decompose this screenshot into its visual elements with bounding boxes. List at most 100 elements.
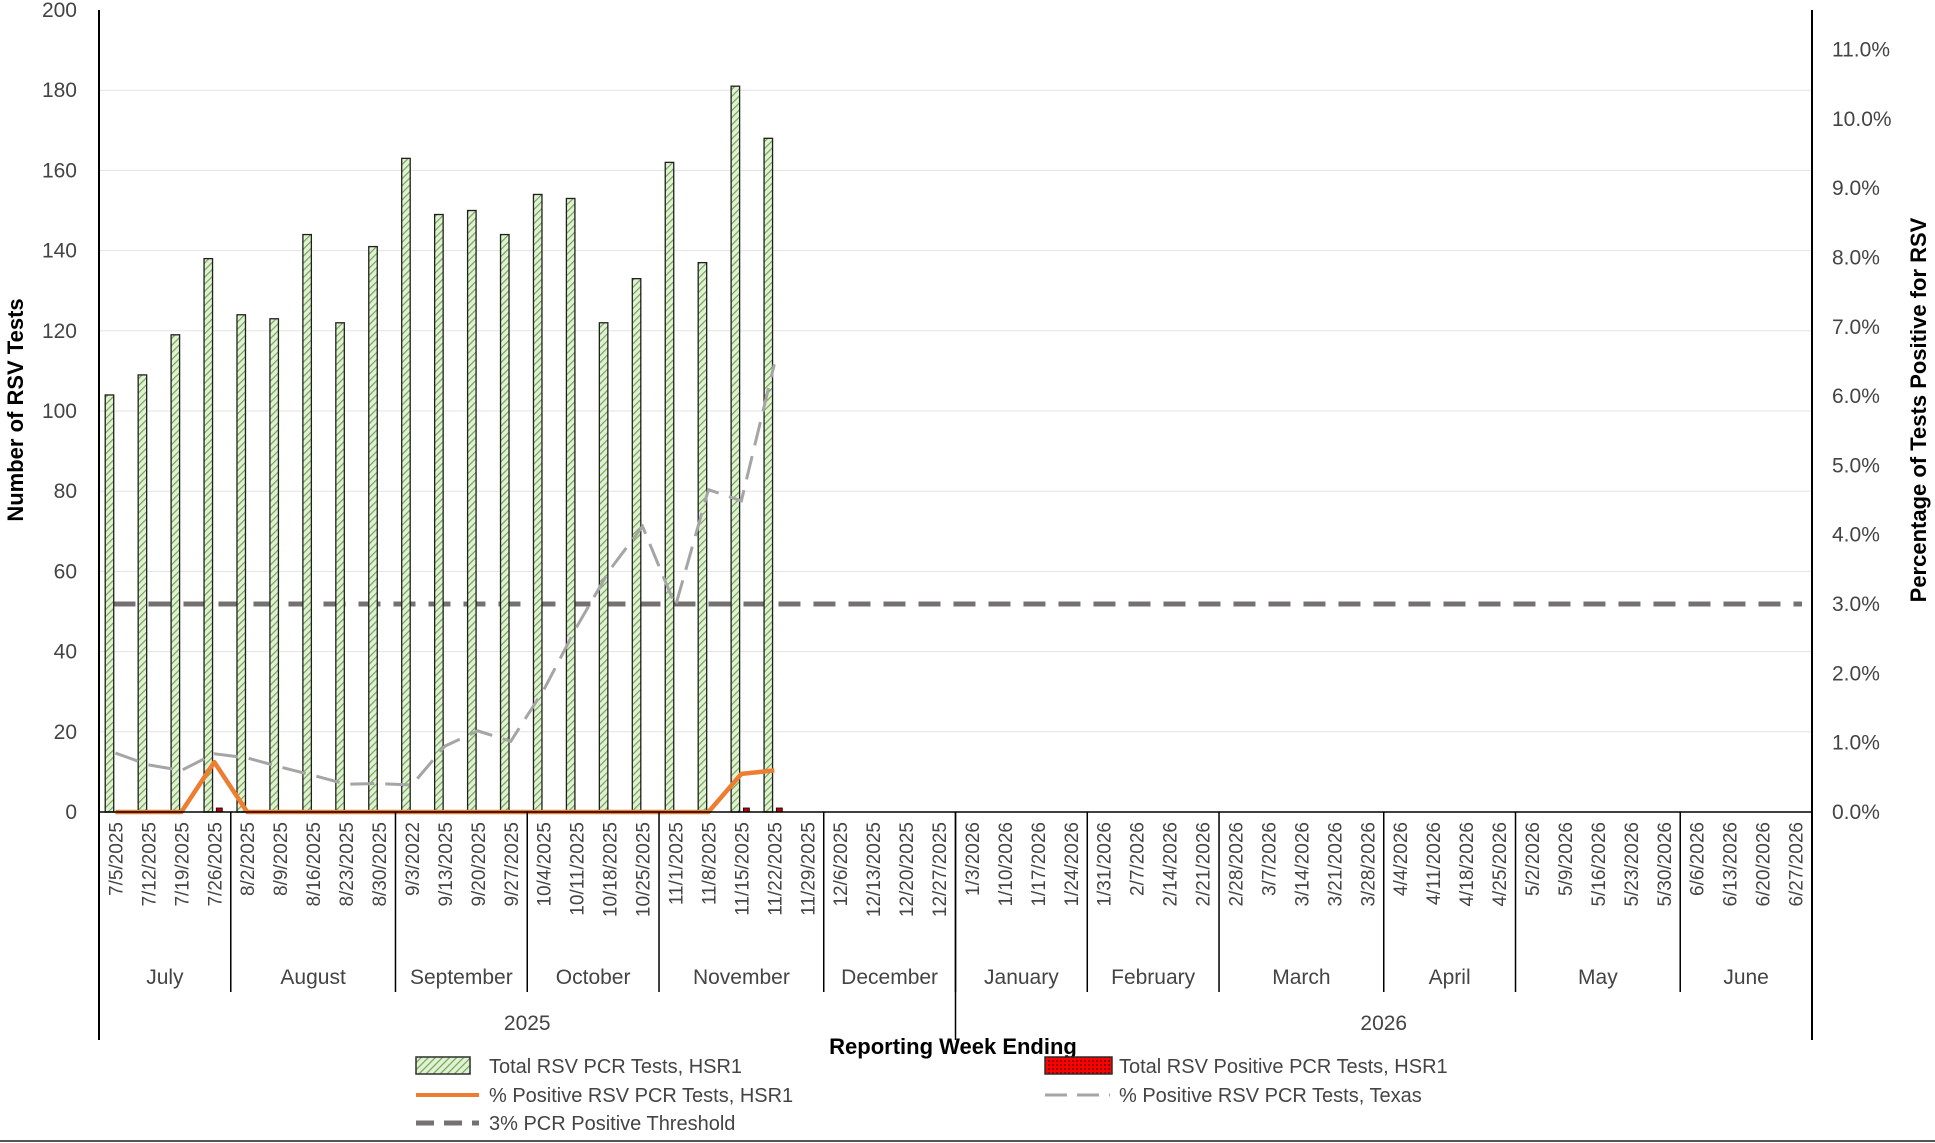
month-label: March: [1272, 966, 1330, 989]
bar-total-tests: [335, 322, 345, 813]
y-axis-right-ticks: 0.0% 1.0% 2.0% 3.0% 4.0% 5.0% 6.0% 7.0% 8.0% 9.0%…: [1832, 39, 1892, 824]
x-tick-label: 5/9/2026: [1556, 822, 1577, 896]
x-tick-label: 4/11/2026: [1424, 822, 1445, 905]
gridlines: [99, 89, 1812, 733]
y-tick-label: 120: [42, 320, 77, 343]
bar-total-tests: [598, 322, 609, 813]
legend-item-texas-percent: % Positive RSV PCR Tests, Texas: [1045, 1085, 1422, 1107]
bar-total-tests: [203, 257, 214, 813]
x-tick-label: 1/31/2026: [1095, 822, 1116, 907]
x-tick-label: 7/19/2025: [172, 822, 193, 907]
x-tick-label: 5/30/2026: [1655, 822, 1676, 907]
x-tick-label: 10/18/2025: [601, 822, 622, 917]
bar-total-tests: [499, 233, 510, 813]
year-label: 2025: [504, 1012, 551, 1035]
x-tick-label: 6/27/2026: [1787, 822, 1808, 907]
y-tick-label: 20: [54, 721, 77, 744]
x-tick-label: 7/5/2025: [106, 822, 127, 896]
y2-axis-title: Percentage of Tests Positive for RSV: [1906, 217, 1931, 602]
x-tick-label: 10/4/2025: [535, 822, 556, 907]
x-tick-label: 3/7/2026: [1259, 822, 1280, 896]
x-tick-label: 3/28/2026: [1358, 822, 1379, 907]
y2-tick-label: 4.0%: [1832, 524, 1880, 547]
x-tick-label: 5/23/2026: [1622, 822, 1643, 907]
bar-total-tests: [401, 157, 411, 813]
y-tick-label: 0: [65, 801, 77, 824]
y2-tick-label: 10.0%: [1832, 108, 1892, 131]
x-tick-label: 5/16/2026: [1589, 822, 1610, 907]
bar-total-tests: [466, 209, 477, 813]
month-label: January: [984, 966, 1059, 989]
month-label: December: [841, 966, 938, 989]
y2-tick-label: 7.0%: [1832, 316, 1880, 339]
y-tick-label: 100: [42, 400, 77, 423]
x-tick-label: 7/26/2025: [205, 822, 226, 907]
y2-tick-label: 2.0%: [1832, 662, 1880, 685]
bar-total-tests: [104, 394, 115, 813]
month-label: July: [146, 966, 184, 989]
y-tick-label: 160: [42, 159, 77, 182]
x-tick-label: 1/3/2026: [963, 822, 984, 896]
legend-label-texas-percent: % Positive RSV PCR Tests, Texas: [1119, 1085, 1422, 1107]
bar-total-tests: [631, 278, 642, 813]
x-axis-groups: July August September October November Decemb…: [146, 812, 1769, 1040]
bar-total-tests: [170, 334, 181, 813]
line-hsr1-percent: [115, 759, 775, 815]
x-tick-label: 6/20/2026: [1754, 822, 1775, 907]
bar-total-tests: [532, 193, 543, 813]
x-tick-label: 10/11/2025: [568, 822, 589, 916]
y2-tick-label: 11.0%: [1832, 39, 1890, 62]
bar-total-tests: [302, 233, 313, 813]
y-axis-left-ticks: 0 20 40 60 80 100 120 140 160 180 200: [42, 0, 77, 824]
y2-tick-label: 3.0%: [1832, 593, 1880, 616]
month-label: August: [280, 966, 346, 989]
x-tick-label: 11/29/2025: [798, 822, 819, 916]
y-tick-label: 180: [42, 79, 77, 102]
x-tick-label: 9/13/2025: [436, 822, 457, 907]
x-tick-label: 4/18/2026: [1457, 822, 1478, 907]
x-tick-label: 8/2/2025: [238, 822, 259, 896]
x-tick-label: 1/10/2026: [996, 822, 1017, 907]
legend-swatch-positive-tests: [1044, 1056, 1113, 1075]
legend-label-total-tests: Total RSV PCR Tests, HSR1: [489, 1056, 742, 1078]
y2-tick-label: 8.0%: [1832, 246, 1880, 269]
x-tick-label: 1/17/2026: [1029, 822, 1050, 907]
x-tick-label: 2/21/2026: [1194, 822, 1215, 907]
x-tick-label: 2/7/2026: [1128, 822, 1149, 896]
month-label: September: [410, 966, 513, 989]
x-tick-label: 5/2/2026: [1523, 822, 1544, 896]
line-texas-percent: [114, 363, 776, 787]
x-axis-ticks: 7/5/2025 7/12/2025 7/19/2025 7/26/2025 8/2/2…: [106, 822, 1807, 917]
x-tick-label: 6/13/2026: [1721, 822, 1742, 907]
y2-tick-label: 6.0%: [1832, 385, 1880, 408]
y2-tick-label: 9.0%: [1832, 177, 1880, 200]
x-tick-label: 8/30/2025: [370, 822, 391, 907]
x-tick-label: 8/23/2025: [337, 822, 358, 907]
bar-total-tests: [565, 197, 576, 813]
x-tick-label: 11/15/2025: [732, 822, 753, 916]
month-label: May: [1578, 966, 1618, 989]
legend-label-positive-tests: Total RSV Positive PCR Tests, HSR1: [1119, 1056, 1448, 1078]
x-tick-label: 9/3/2022: [403, 822, 424, 896]
y2-tick-label: 0.0%: [1832, 801, 1880, 824]
y-tick-label: 40: [54, 641, 77, 664]
x-tick-label: 11/1/2025: [666, 822, 687, 905]
bar-total-tests: [368, 245, 378, 813]
legend: Total RSV PCR Tests, HSR1 Total RSV Posi…: [415, 1056, 1448, 1135]
legend-item-threshold: 3% PCR Positive Threshold: [416, 1113, 735, 1135]
x-tick-label: 2/14/2026: [1161, 822, 1182, 907]
x-tick-label: 10/25/2025: [634, 822, 655, 917]
y2-tick-label: 1.0%: [1832, 732, 1880, 755]
bar-total-tests: [137, 374, 148, 813]
x-tick-label: 3/14/2026: [1292, 822, 1313, 907]
x-tick-label: 11/22/2025: [765, 822, 786, 916]
legend-swatch-total-tests: [415, 1056, 471, 1075]
y-tick-label: 200: [42, 0, 77, 22]
x-tick-label: 7/12/2025: [139, 822, 160, 907]
x-tick-label: 9/20/2025: [469, 822, 490, 907]
legend-item-positive-tests: Total RSV Positive PCR Tests, HSR1: [1044, 1056, 1448, 1078]
bar-total-tests: [433, 213, 444, 813]
x-tick-label: 12/6/2025: [831, 822, 852, 907]
x-tick-label: 3/21/2026: [1325, 822, 1346, 907]
x-tick-label: 12/13/2025: [864, 822, 885, 917]
